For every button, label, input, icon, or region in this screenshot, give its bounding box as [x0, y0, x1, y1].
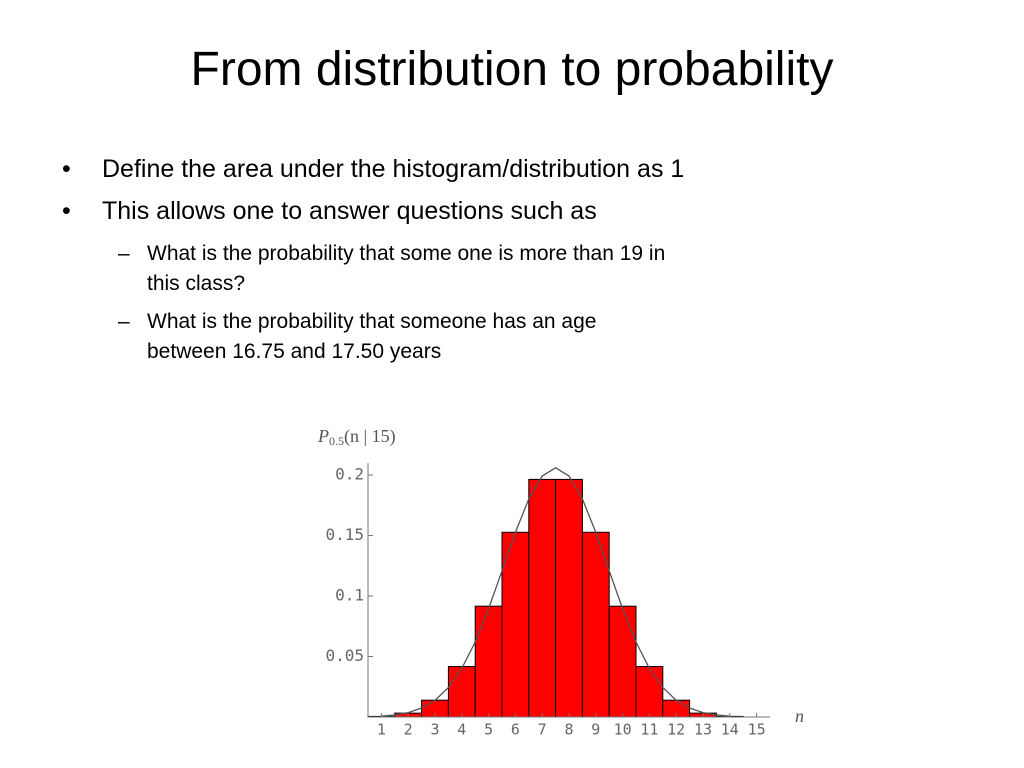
y-tick-label: 0.2 [335, 465, 364, 484]
bar [528, 478, 557, 718]
sub-bullet-marker: – [118, 242, 130, 265]
x-tick-label: 8 [564, 721, 573, 739]
bullet-text: This allows one to answer questions such… [102, 197, 597, 225]
sub-bullet-text: this class? [147, 272, 246, 295]
x-tick-label: 12 [667, 721, 685, 739]
bar [608, 605, 637, 718]
y-tick-label: 0.15 [325, 525, 364, 544]
y-tick-label: 0.1 [335, 586, 364, 605]
sub-bullet-text: between 16.75 and 17.50 years [147, 340, 442, 363]
slide-title: From distribution to probability [190, 43, 834, 96]
y-tick-label: 0.05 [325, 646, 364, 665]
y-label-symbol: P [317, 426, 329, 446]
y-label-subscript: 0.5 [329, 434, 344, 448]
x-tick-label: 13 [694, 721, 712, 739]
sub-bullet-marker: – [118, 310, 130, 333]
x-tick-label: 11 [640, 721, 658, 739]
x-tick-label: 9 [591, 721, 600, 739]
sub-bullet-text: What is the probability that some one is… [147, 242, 666, 265]
x-axis-label: n [795, 706, 804, 726]
y-axis-label: P0.5(n | 15) [317, 426, 396, 448]
x-tick-label: 7 [538, 721, 547, 739]
bar [501, 531, 530, 718]
sub-bullet-text: What is the probability that someone has… [147, 310, 597, 333]
bar [447, 666, 476, 718]
bar [581, 531, 610, 718]
density-curve [381, 467, 730, 717]
x-tick-label: 15 [748, 721, 766, 739]
bullet-text: Define the area under the histogram/dist… [102, 155, 685, 183]
x-tick-label: 2 [404, 721, 413, 739]
bar [555, 478, 583, 718]
x-tick-label: 5 [484, 721, 493, 739]
x-tick-label: 10 [614, 721, 632, 739]
x-tick-label: 14 [721, 721, 739, 739]
x-tick-label: 4 [457, 721, 466, 739]
bar [474, 605, 503, 718]
bullet-marker: • [62, 155, 71, 183]
x-tick-label: 1 [377, 721, 386, 739]
bullet-marker: • [62, 197, 71, 225]
x-tick-label: 3 [430, 721, 439, 739]
x-tick-label: 6 [511, 721, 520, 739]
y-label-rest: (n | 15) [344, 426, 396, 447]
bar [635, 666, 664, 718]
